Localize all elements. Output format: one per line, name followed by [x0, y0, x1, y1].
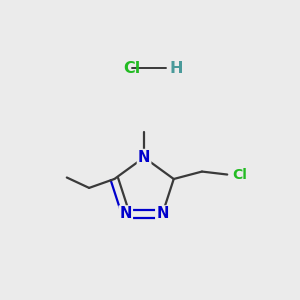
Text: H: H	[169, 61, 183, 76]
Text: N: N	[156, 206, 169, 221]
Text: N: N	[119, 206, 132, 221]
Text: Cl: Cl	[123, 61, 140, 76]
Text: Cl: Cl	[232, 167, 247, 182]
Text: N: N	[138, 150, 150, 165]
